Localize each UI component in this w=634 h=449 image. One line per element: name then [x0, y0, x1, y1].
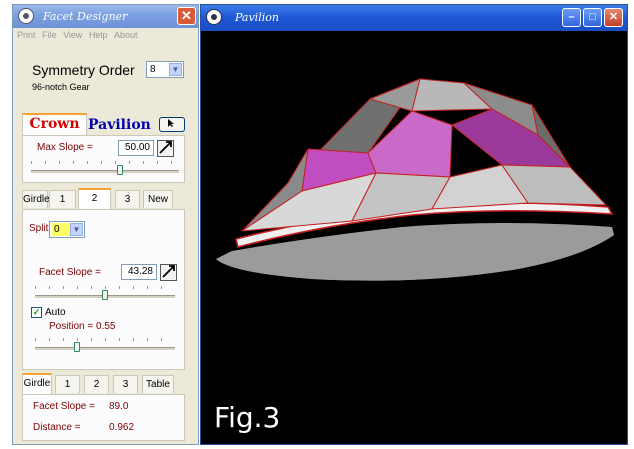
menu-help[interactable]: Help	[88, 30, 108, 40]
tab-tier-3[interactable]: 3	[115, 190, 140, 208]
tab-bottom-3[interactable]: 3	[113, 375, 138, 393]
slope-adjust-icon	[162, 265, 175, 278]
girdle-facet-slope-value: 89.0	[109, 401, 129, 412]
facet-slope-adjust-button[interactable]	[160, 264, 177, 281]
tab-crown[interactable]: Crown	[22, 113, 87, 135]
distance-label: Distance =	[33, 422, 81, 433]
auto-label: Auto	[45, 307, 66, 318]
girdle-facet-slope-label: Facet Slope =	[33, 401, 95, 412]
menu-about[interactable]: About	[113, 30, 138, 40]
chevron-down-icon[interactable]: ▼	[70, 223, 83, 236]
close-button[interactable]: ✕	[604, 8, 623, 27]
position-ticks	[35, 338, 175, 341]
gear-notch-text: 96-notch Gear	[32, 82, 90, 92]
figure-label: Fig.3	[214, 401, 281, 434]
max-slope-slider-thumb[interactable]	[116, 165, 123, 175]
max-slope-input[interactable]: 50.00	[118, 140, 154, 156]
auto-checkbox[interactable]: ✓	[31, 307, 42, 318]
split-label: Split	[29, 223, 49, 234]
bottom-tabs: Girdle 1 2 3 Table	[22, 373, 187, 395]
facet-slope-ticks	[35, 286, 175, 289]
minimize-button[interactable]: –	[562, 8, 581, 27]
view-toggle-button[interactable]	[159, 117, 185, 132]
tab-table[interactable]: Table	[142, 375, 174, 393]
split-select[interactable]: 0 ▼	[49, 221, 85, 238]
crown-panel: Max Slope = 50.00	[22, 135, 185, 183]
max-slope-ticks	[31, 161, 179, 164]
facet-slope-input[interactable]: 43.28	[121, 264, 157, 280]
distance-value: 0.962	[109, 422, 135, 433]
tab-girdle[interactable]: Girdle	[22, 190, 50, 208]
symmetry-group: Symmetry Order	[22, 52, 187, 100]
tier-tabs: Girdle 1 2 3 New	[22, 188, 187, 210]
split-value: 0	[52, 223, 70, 236]
tab-girdle-bottom[interactable]: Girdle	[22, 373, 52, 394]
maximize-button[interactable]: □	[583, 8, 602, 27]
gem-bottom	[216, 223, 614, 281]
facet	[531, 104, 571, 168]
gem-render	[216, 77, 614, 281]
tab-new[interactable]: New	[143, 190, 173, 208]
max-slope-label: Max Slope =	[37, 142, 93, 153]
facet-magenta	[367, 110, 453, 178]
facet	[501, 164, 608, 206]
position-label: Position = 0.55	[49, 321, 116, 332]
max-slope-adjust-button[interactable]	[157, 140, 174, 157]
tab-bottom-1[interactable]: 1	[55, 375, 80, 393]
menu-view[interactable]: View	[63, 30, 83, 40]
pavilion-window: Pavilion – □ ✕ Fig.3	[200, 4, 628, 445]
gear-icon	[18, 8, 34, 24]
facet-slope-slider-thumb[interactable]	[102, 290, 108, 300]
facet-slope-label: Facet Slope =	[39, 267, 101, 278]
position-track[interactable]	[35, 347, 175, 350]
slope-adjust-icon	[159, 141, 172, 154]
pavilion-title: Pavilion	[235, 11, 279, 24]
menu-file[interactable]: File	[42, 30, 57, 40]
symmetry-order-label: Symmetry Order	[32, 62, 135, 78]
chevron-down-icon[interactable]: ▼	[169, 63, 182, 76]
menu-bar: Print File View Help About	[13, 30, 198, 46]
girdle-panel: Facet Slope = 89.0 Distance = 0.962	[22, 394, 185, 441]
max-slope-track[interactable]	[31, 170, 179, 173]
close-button[interactable]: ✕	[177, 7, 196, 25]
menu-print[interactable]: Print	[17, 30, 36, 40]
gear-icon	[206, 9, 222, 25]
cursor-icon	[168, 119, 174, 127]
symmetry-order-select[interactable]: 8 ▼	[146, 61, 184, 78]
position-slider-thumb[interactable]	[74, 342, 80, 352]
facet-designer-titlebar[interactable]: Facet Designer ✕	[13, 5, 198, 28]
tab-tier-1[interactable]: 1	[49, 190, 76, 208]
pavilion-3d-view[interactable]: Fig.3	[202, 31, 626, 444]
symmetry-order-value: 8	[150, 64, 156, 75]
pavilion-titlebar[interactable]: Pavilion – □ ✕	[201, 5, 627, 31]
tab-bottom-2[interactable]: 2	[84, 375, 109, 393]
window-title: Facet Designer	[43, 10, 128, 23]
tab-pavilion[interactable]: Pavilion	[88, 117, 151, 133]
facet-panel: Split 0 ▼ Facet Slope = 43.28 ✓ Auto Pos…	[22, 209, 185, 370]
tab-tier-2[interactable]: 2	[78, 188, 111, 209]
